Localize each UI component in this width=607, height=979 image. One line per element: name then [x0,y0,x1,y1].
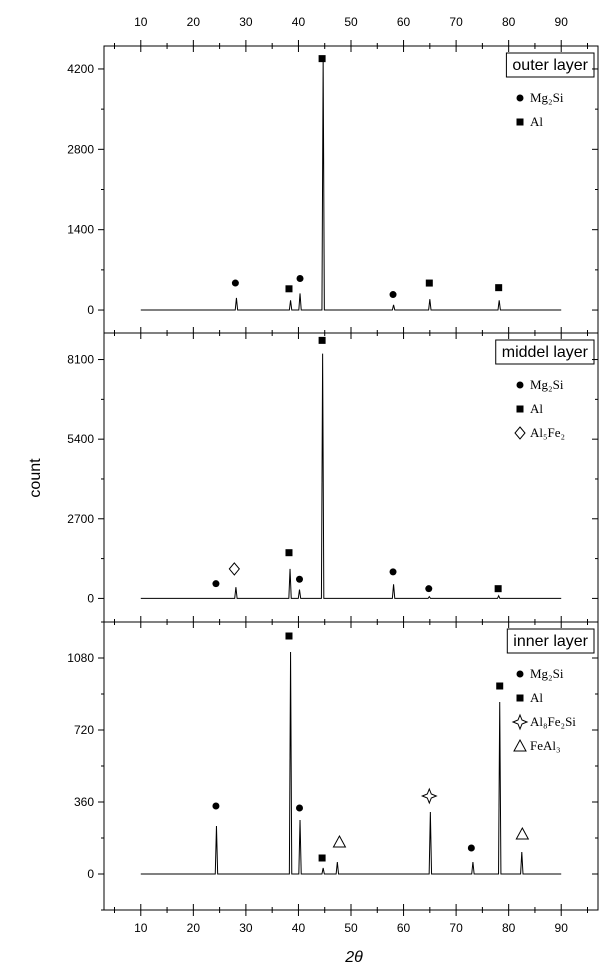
legend-marker-star [511,713,529,731]
peak-marker-circle [389,291,397,299]
y-tick-label: 2700 [67,512,94,526]
x-tick-label-top: 20 [187,15,201,29]
x-tick-label-bottom: 90 [555,921,569,935]
x-tick-label-bottom: 50 [344,921,358,935]
peak-marker-circle [295,575,303,583]
panel-title: inner layer [513,633,588,650]
peak-marker-triangle [332,834,347,848]
legend-label: Mg₂Si [530,90,564,105]
peak-marker-square [494,585,502,593]
x-tick-label-bottom: 20 [187,921,201,935]
panel-1: 0 1400 2800 4200 outer layer Mg₂Si Al [67,40,599,334]
y-tick-label: 1080 [67,651,94,665]
y-tick-label: 2800 [67,142,94,156]
x-tick-label-top: 40 [292,15,306,29]
legend-label: Al [530,401,543,416]
peak-marker-square [318,336,326,344]
legend-marker-circle [516,94,524,102]
legend-label: Mg₂Si [530,666,564,681]
legend-marker-circle [516,670,524,678]
x-tick-label-top: 80 [502,15,516,29]
peak-marker-square [495,284,503,292]
legend-marker-square [516,694,524,702]
y-tick-label: 8100 [67,353,94,367]
y-tick-label: 720 [74,723,94,737]
peak-marker-square [285,632,293,640]
peak-marker-circle [389,568,397,576]
peak-marker-square [425,279,433,287]
y-tick-label: 0 [87,591,94,605]
panel-frame [103,45,599,334]
legend-label: Al [530,114,543,129]
panel-title-box [506,628,595,654]
peak-marker-diamond [228,562,240,576]
panel-title-box [505,52,595,78]
y-tick-label: 1400 [67,223,94,237]
peak-marker-circle [425,585,433,593]
peak-marker-square [318,55,326,63]
x-axis-title: 2θ [344,949,363,966]
legend-marker-circle [516,381,524,389]
peak-marker-circle [296,274,304,282]
x-tick-label-bottom: 30 [239,921,253,935]
peak-marker-square [285,285,293,293]
peak-marker-square [285,549,293,557]
x-tick-label-bottom: 60 [397,921,411,935]
x-tick-label-top: 10 [134,15,148,29]
peak-marker-circle [212,802,220,810]
peak-marker-triangle [515,826,530,840]
spectrum-line [140,57,562,311]
panel-frame [103,621,599,911]
spectrum-line [140,651,562,875]
legend-marker-diamond [514,426,526,440]
x-tick-label-top: 60 [397,15,411,29]
spectrum-line [140,353,562,599]
x-tick-label-top: 50 [344,15,358,29]
legend-label: Al₈Fe₂Si [530,714,576,729]
peak-marker-circle [212,580,220,588]
legend-label: Al [530,690,543,705]
y-tick-label: 0 [87,303,94,317]
x-tick-label-bottom: 70 [449,921,463,935]
peak-marker-star [420,787,438,805]
legend-marker-square [516,405,524,413]
panel-3: 0 360 720 1080 inner layer Mg₂Si Al Al₈Fe₂Si FeA… [67,621,599,916]
legend-marker-triangle [513,738,527,752]
x-tick-label-bottom: 40 [292,921,306,935]
peak-marker-circle [231,279,239,287]
y-tick-label: 5400 [67,432,94,446]
panel-title: middel layer [502,344,589,361]
peak-marker-square [496,682,504,690]
x-tick-label-top: 90 [555,15,569,29]
y-tick-label: 360 [74,795,94,809]
x-tick-label-bottom: 10 [134,921,148,935]
y-tick-label: 4200 [67,62,94,76]
panel-2: 0 2700 5400 8100 middel layer Mg₂Si Al Al₅Fe₂ [67,332,599,623]
panel-title: outer layer [512,57,588,74]
legend-label: Al₅Fe₂ [530,425,565,440]
x-tick-label-top: 70 [449,15,463,29]
legend-label: FeAl₃ [530,738,561,753]
panel-title-box [495,339,595,365]
x-tick-label-top: 30 [239,15,253,29]
peak-marker-square [318,854,326,862]
panel-frame [103,332,599,623]
y-axis-title: count [27,458,44,498]
x-tick-label-bottom: 80 [502,921,516,935]
peak-marker-circle [295,804,303,812]
legend-label: Mg₂Si [530,377,564,392]
legend-marker-square [516,118,524,126]
y-tick-label: 0 [87,867,94,881]
peak-marker-circle [467,844,475,852]
